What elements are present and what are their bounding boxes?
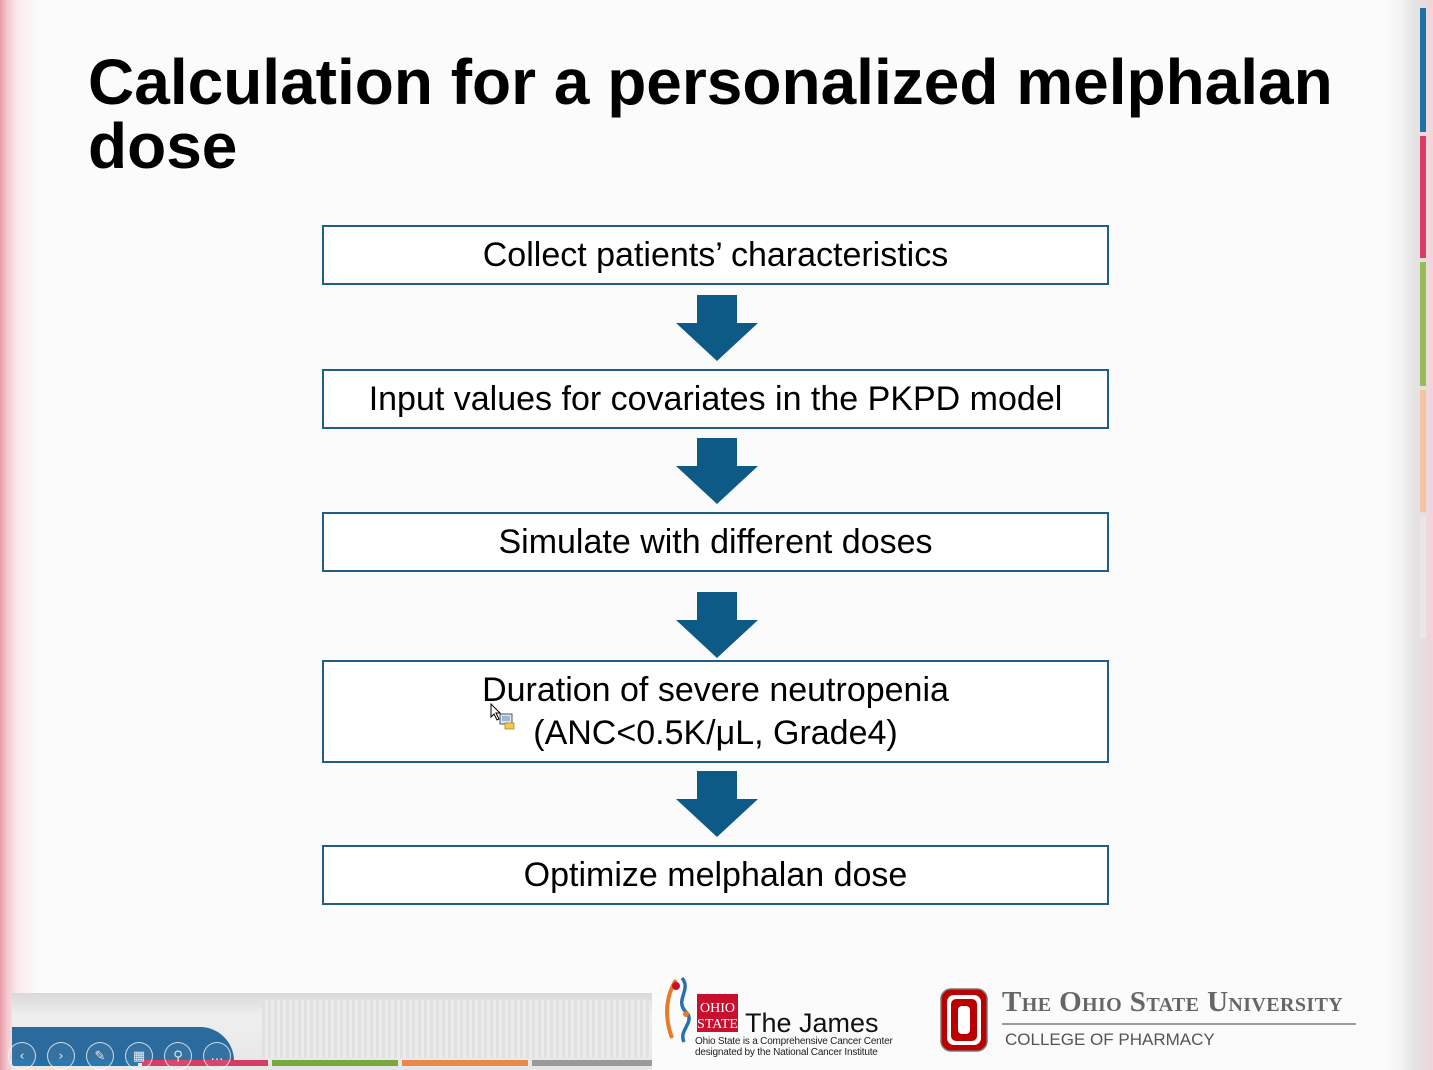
osu-college: COLLEGE OF PHARMACY (1005, 1030, 1215, 1049)
previous-slide-icon[interactable]: ‹ (8, 1042, 36, 1070)
flow-step-text: Optimize melphalan dose (523, 855, 908, 894)
flow-step-collect: Collect patients’ characteristics (322, 225, 1109, 285)
more-options-icon[interactable]: … (203, 1042, 231, 1070)
james-logo-name: The James (745, 1008, 879, 1038)
osu-name: The Ohio State University (1002, 986, 1344, 1018)
flow-step-text: Simulate with different doses (498, 522, 933, 561)
pen-icon[interactable]: ✎ (86, 1042, 114, 1070)
james-seal-top: OHIO (700, 1001, 735, 1016)
james-logo-tagline: Ohio State is a Comprehensive Cancer Cen… (695, 1036, 895, 1058)
flow-step-text: Collect patients’ characteristics (482, 235, 949, 274)
james-seal-bottom: STATE (697, 1017, 738, 1032)
james-tagline-line1: Ohio State is a Comprehensive Cancer Cen… (695, 1036, 893, 1047)
down-arrow-icon (676, 438, 758, 504)
slide-title: Calculation for a personalized melphalan… (88, 46, 1333, 182)
james-tagline-line2: designated by the National Cancer Instit… (695, 1046, 878, 1058)
osu-divider (1002, 1023, 1356, 1025)
footer-stripes (262, 1000, 650, 1058)
flow-step-neutropenia: Duration of severe neutropenia (ANC<0.5K… (322, 660, 1109, 763)
flow-step-simulate: Simulate with different doses (322, 512, 1109, 572)
left-decorative-gradient (0, 0, 38, 1070)
flow-step-text: Input values for covariates in the PKPD … (368, 379, 1063, 418)
down-arrow-icon (676, 295, 758, 361)
zoom-icon[interactable]: ⚲ (164, 1042, 192, 1070)
mouse-cursor-icon (490, 703, 515, 730)
flow-step-input: Input values for covariates in the PKPD … (322, 369, 1109, 429)
flow-step-text-line2: (ANC<0.5K/μL, Grade4) (533, 713, 898, 752)
right-color-bars (1420, 8, 1426, 642)
next-slide-icon[interactable]: › (47, 1042, 75, 1070)
james-logo-icon: OHIO STATE (665, 976, 738, 1043)
flow-step-optimize: Optimize melphalan dose (322, 845, 1109, 905)
presentation-toolbar: ‹ › ✎ ▦ ⚲ … (8, 1042, 242, 1070)
slides-grid-icon[interactable]: ▦ (125, 1042, 153, 1070)
down-arrow-icon (676, 771, 758, 837)
down-arrow-icon (676, 592, 758, 658)
osu-block-o-icon (940, 988, 988, 1052)
flow-step-text-line1: Duration of severe neutropenia (482, 670, 949, 709)
